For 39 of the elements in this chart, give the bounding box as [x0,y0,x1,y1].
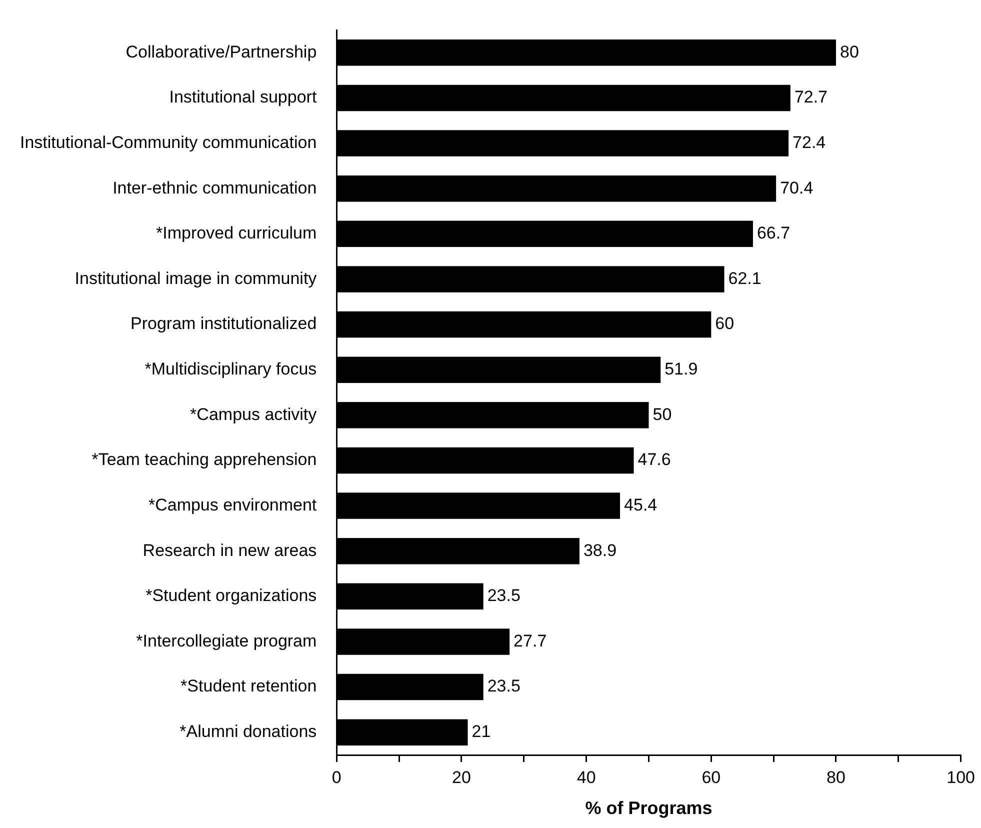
x-tick-label: 60 [702,768,721,787]
data-label: 38.9 [583,540,617,560]
y-tick-label: *Multidisciplinary focus [144,360,317,379]
y-tick-label: Collaborative/Partnership [126,42,317,62]
data-label: 51.9 [664,360,698,379]
x-tick-label: 40 [576,768,596,787]
data-label: 72.7 [794,88,828,107]
y-tick-label: Institutional image in community [74,268,318,288]
y-tick-label: *Improved curriculum [156,224,317,243]
data-label: 47.6 [638,450,671,470]
data-label: 21 [472,722,491,742]
y-tick-label: *Intercollegiate program [136,631,317,650]
data-label: 27.7 [514,631,547,650]
y-tick-label: *Alumni donations [180,722,317,742]
data-label: 72.4 [792,132,826,152]
data-label: 80 [840,42,859,62]
data-label: 60 [715,314,734,334]
y-tick-label: Program institutionalized [130,314,317,334]
x-tick-label: 80 [826,768,846,787]
y-tick-label: *Student retention [180,676,317,696]
data-label: 62.1 [728,268,762,288]
x-tick-label: 100 [946,768,976,787]
data-label: 66.7 [756,224,790,243]
x-tick-label: 0 [332,768,342,787]
data-label: 70.4 [780,178,814,198]
data-label: 23.5 [487,586,520,606]
y-tick-label: *Campus environment [148,495,317,514]
data-label: 50 [652,404,672,424]
y-tick-label: Institutional support [169,88,317,107]
y-tick-label: Institutional-Community communication [20,132,317,152]
y-tick-label: *Campus activity [190,404,318,424]
y-tick-label: Inter-ethnic communication [112,178,317,198]
y-tick-label: *Student organizations [146,586,317,606]
data-label: 45.4 [624,495,658,514]
x-axis-title: % of Programs [585,798,712,818]
y-tick-label: *Team teaching apprehension [92,450,317,470]
x-tick-label: 20 [452,768,471,787]
data-label: 23.5 [487,676,520,696]
y-tick-label: Research in new areas [142,540,317,560]
